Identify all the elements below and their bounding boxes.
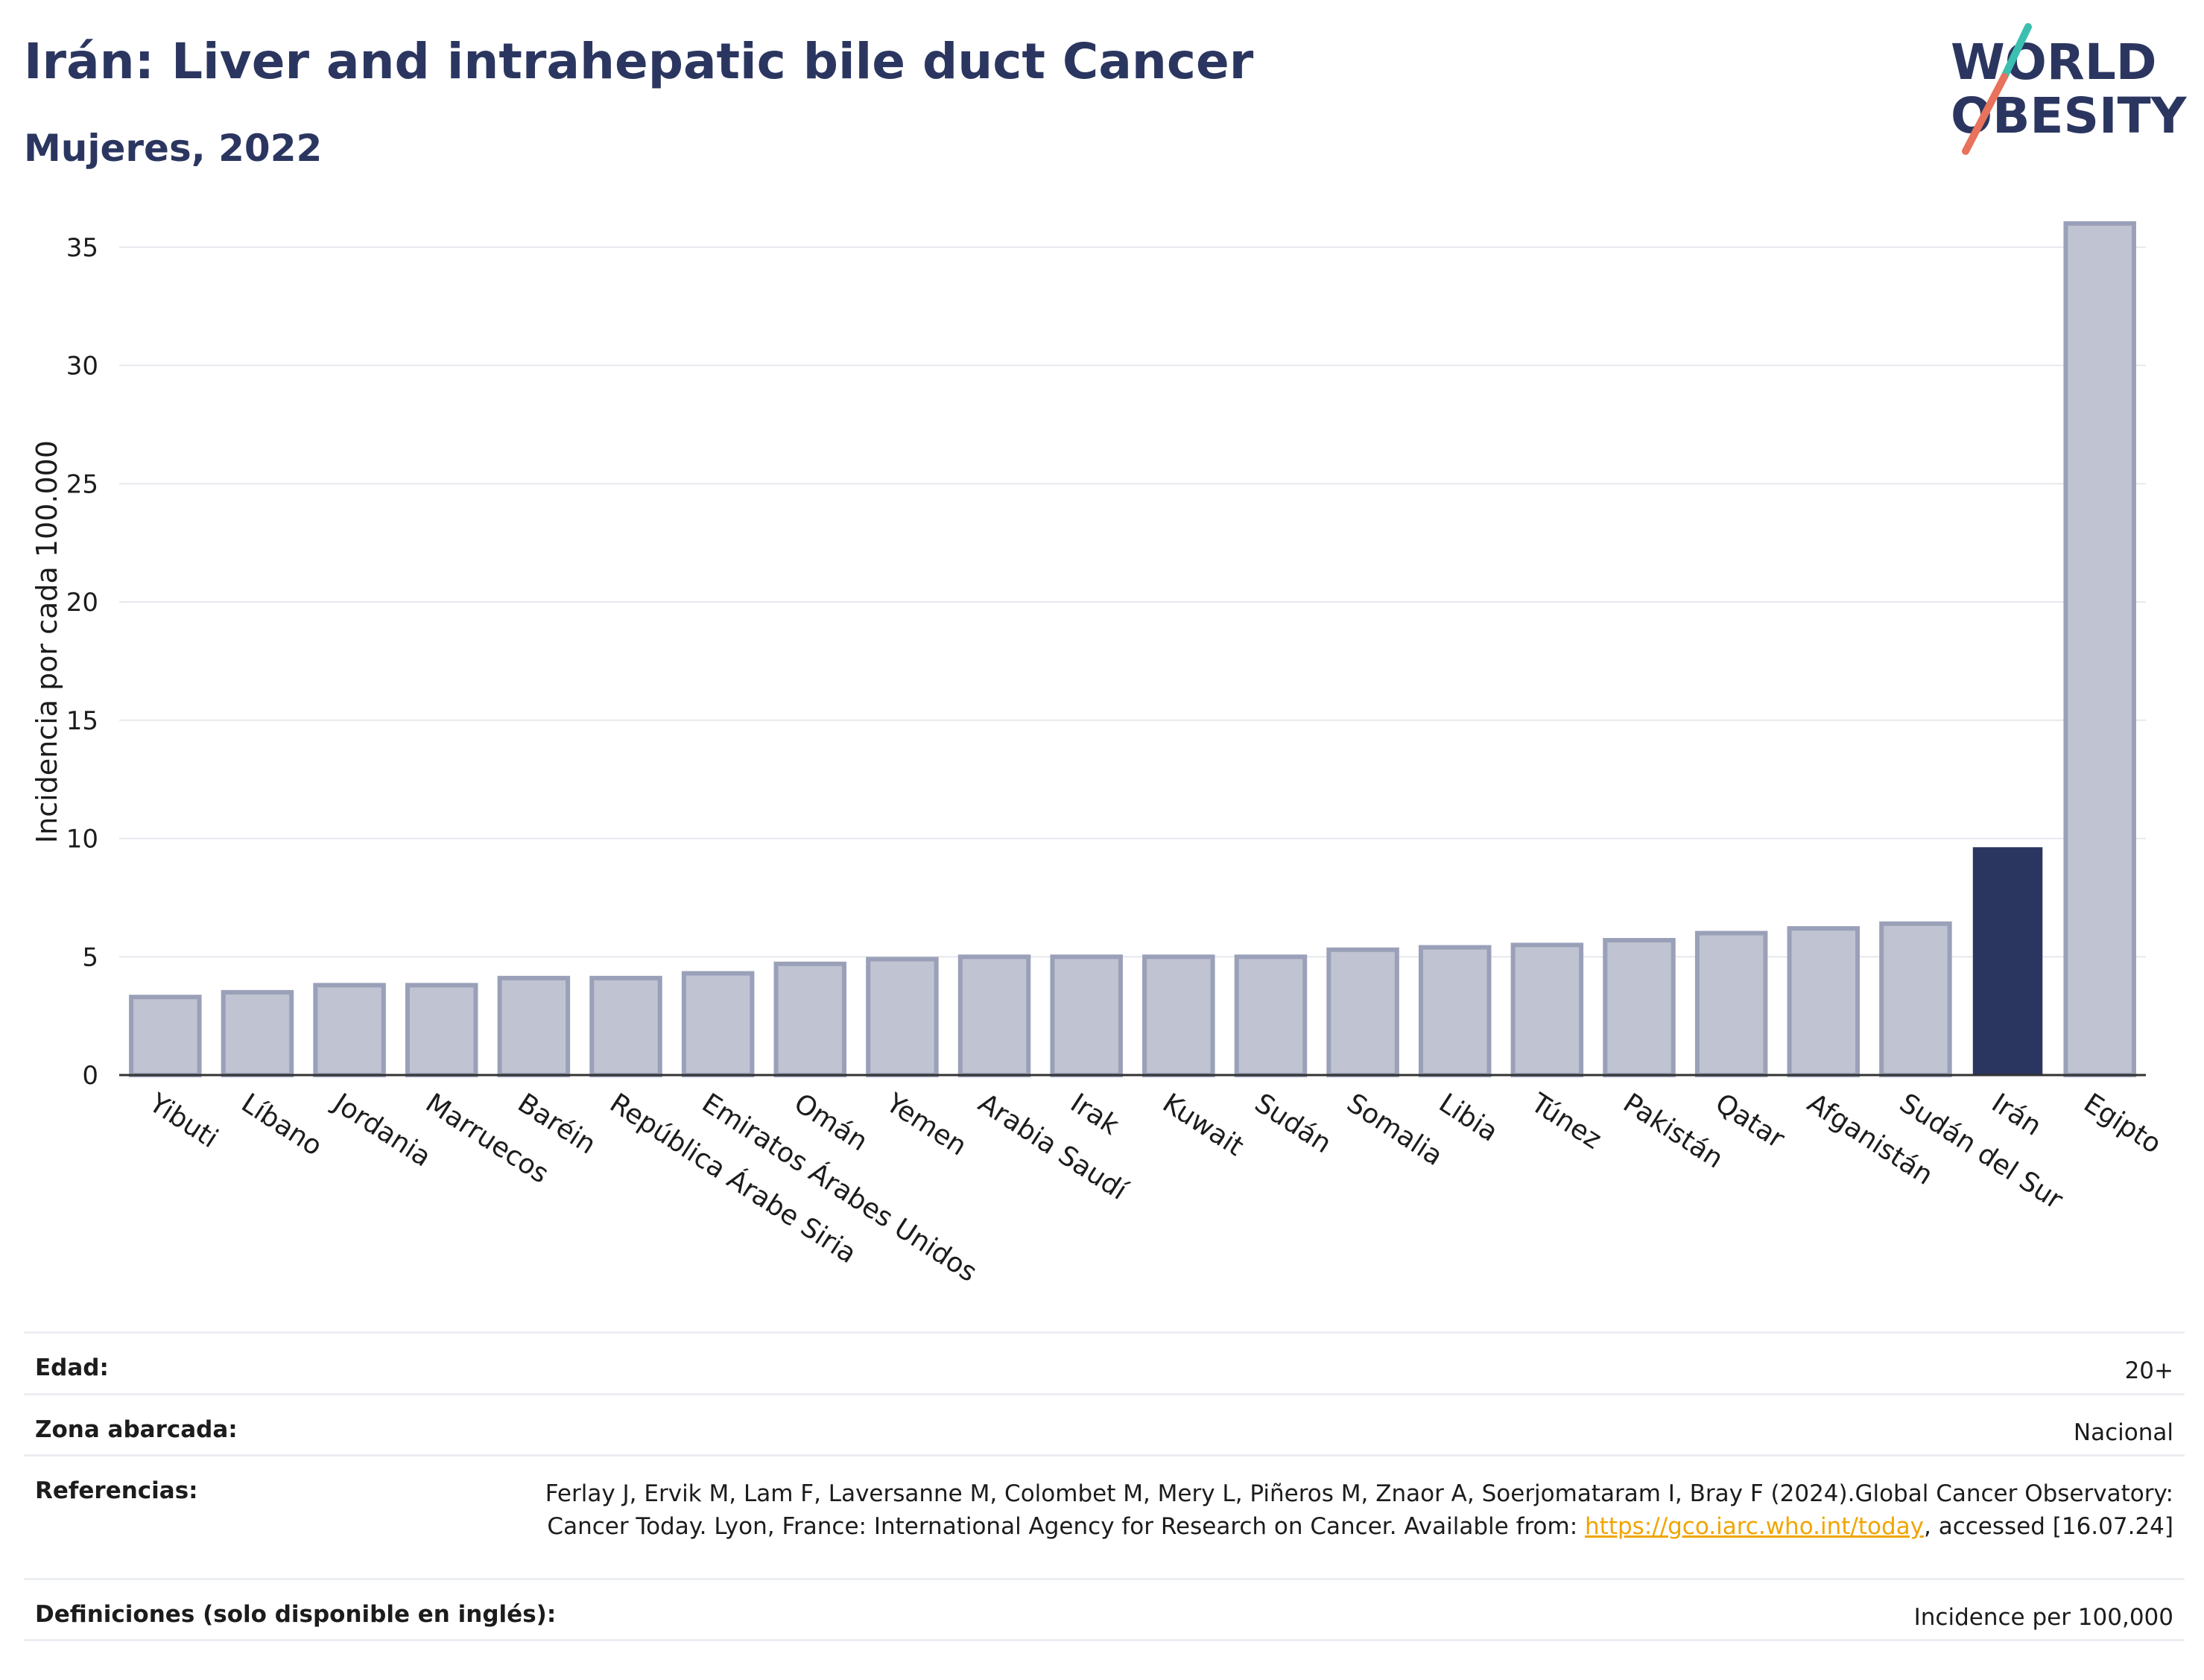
chart-title: Irán: Liver and intrahepatic bile duct C… [24, 33, 1254, 90]
bar [221, 989, 294, 1077]
bar [1787, 926, 1861, 1078]
references-accessed: , accessed [16.07.24] [1923, 1513, 2173, 1540]
x-tick-label: Líbano [236, 1088, 328, 1162]
y-axis-label: Incidencia por cada 100.000 [31, 440, 63, 843]
x-tick-label: Irán [1986, 1088, 2047, 1142]
bar [1879, 921, 1952, 1078]
y-tick-label: 15 [66, 706, 98, 736]
area-value: Nacional [2073, 1419, 2173, 1446]
x-tick-label: Yemen [880, 1088, 972, 1162]
chart-subtitle: Mujeres, 2022 [24, 127, 323, 170]
x-tick-label: Libia [1434, 1088, 1504, 1148]
x-tick-label: Túnez [1525, 1088, 1607, 1156]
y-tick-label: 35 [66, 233, 98, 263]
x-tick-label: Kuwait [1157, 1088, 1249, 1162]
y-tick-label: 10 [66, 825, 98, 855]
bar [497, 975, 571, 1077]
info-row-references: Referencias: Ferlay J, Ervik M, Lam F, L… [24, 1454, 2185, 1579]
age-label: Edad: [35, 1354, 109, 1381]
references-value: Ferlay J, Ervik M, Lam F, Laversanne M, … [534, 1477, 2173, 1543]
bar [1694, 931, 1768, 1077]
references-label: Referencias: [35, 1477, 198, 1504]
logo-line1: WORLD [1951, 34, 2157, 91]
logo-coral-slash [1962, 73, 2008, 155]
bar [773, 961, 847, 1078]
bar-highlight [1972, 847, 2043, 1076]
bar-chart: 0 5 10 15 20 25 30 35 Incidencia por cada 100.00… [31, 221, 2167, 1288]
x-tick-label: Jordania [327, 1087, 437, 1173]
bar [589, 975, 662, 1077]
bar [1326, 947, 1399, 1077]
y-tick-label: 0 [82, 1061, 98, 1091]
x-tick-label: Pakistán [1618, 1088, 1729, 1174]
x-tick-label: Sudán del Sur [1894, 1088, 2068, 1216]
bar [1234, 954, 1308, 1077]
x-tick-label: Sudán [1250, 1088, 1337, 1159]
x-tick-label: Irak [1065, 1088, 1124, 1141]
bar [1142, 954, 1215, 1077]
bar [129, 995, 202, 1077]
bar [1418, 945, 1492, 1078]
info-row-definitions: Definiciones (solo disponible en inglés)… [24, 1578, 2185, 1641]
y-tick-label: 25 [66, 469, 98, 499]
area-label: Zona abarcada: [35, 1416, 238, 1443]
definitions-value: Incidence per 100,000 [1913, 1604, 2173, 1631]
age-value: 20+ [2124, 1357, 2173, 1384]
logo-teal-slash [2001, 23, 2032, 80]
table-bottom-rule [24, 1639, 2185, 1641]
x-tick-label: Somalia [1341, 1088, 1448, 1172]
info-row-age: Edad: 20+ [24, 1331, 2185, 1393]
bar [957, 954, 1031, 1077]
y-tick-label: 5 [82, 942, 98, 972]
bar [2063, 221, 2136, 1077]
bar [681, 971, 755, 1077]
bar [1050, 954, 1123, 1077]
x-tick-label: Egipto [2078, 1088, 2166, 1160]
y-tick-label: 30 [66, 352, 98, 381]
definitions-label: Definiciones (solo disponible en inglés)… [35, 1601, 557, 1628]
x-tick-label: Yibuti [143, 1088, 223, 1155]
references-link[interactable]: https://gco.iarc.who.int/today [1585, 1513, 1924, 1540]
bar [1603, 938, 1676, 1078]
bar [1510, 942, 1584, 1077]
bar [313, 983, 386, 1077]
y-tick-label: 20 [66, 588, 98, 618]
bar [866, 957, 939, 1078]
bar [405, 983, 478, 1077]
references-text: Ferlay J, Ervik M, Lam F, Laversanne M, … [545, 1480, 2173, 1540]
info-row-area: Zona abarcada: Nacional [24, 1393, 2185, 1455]
world-obesity-logo: WORLD OBESITY [1951, 23, 2188, 155]
